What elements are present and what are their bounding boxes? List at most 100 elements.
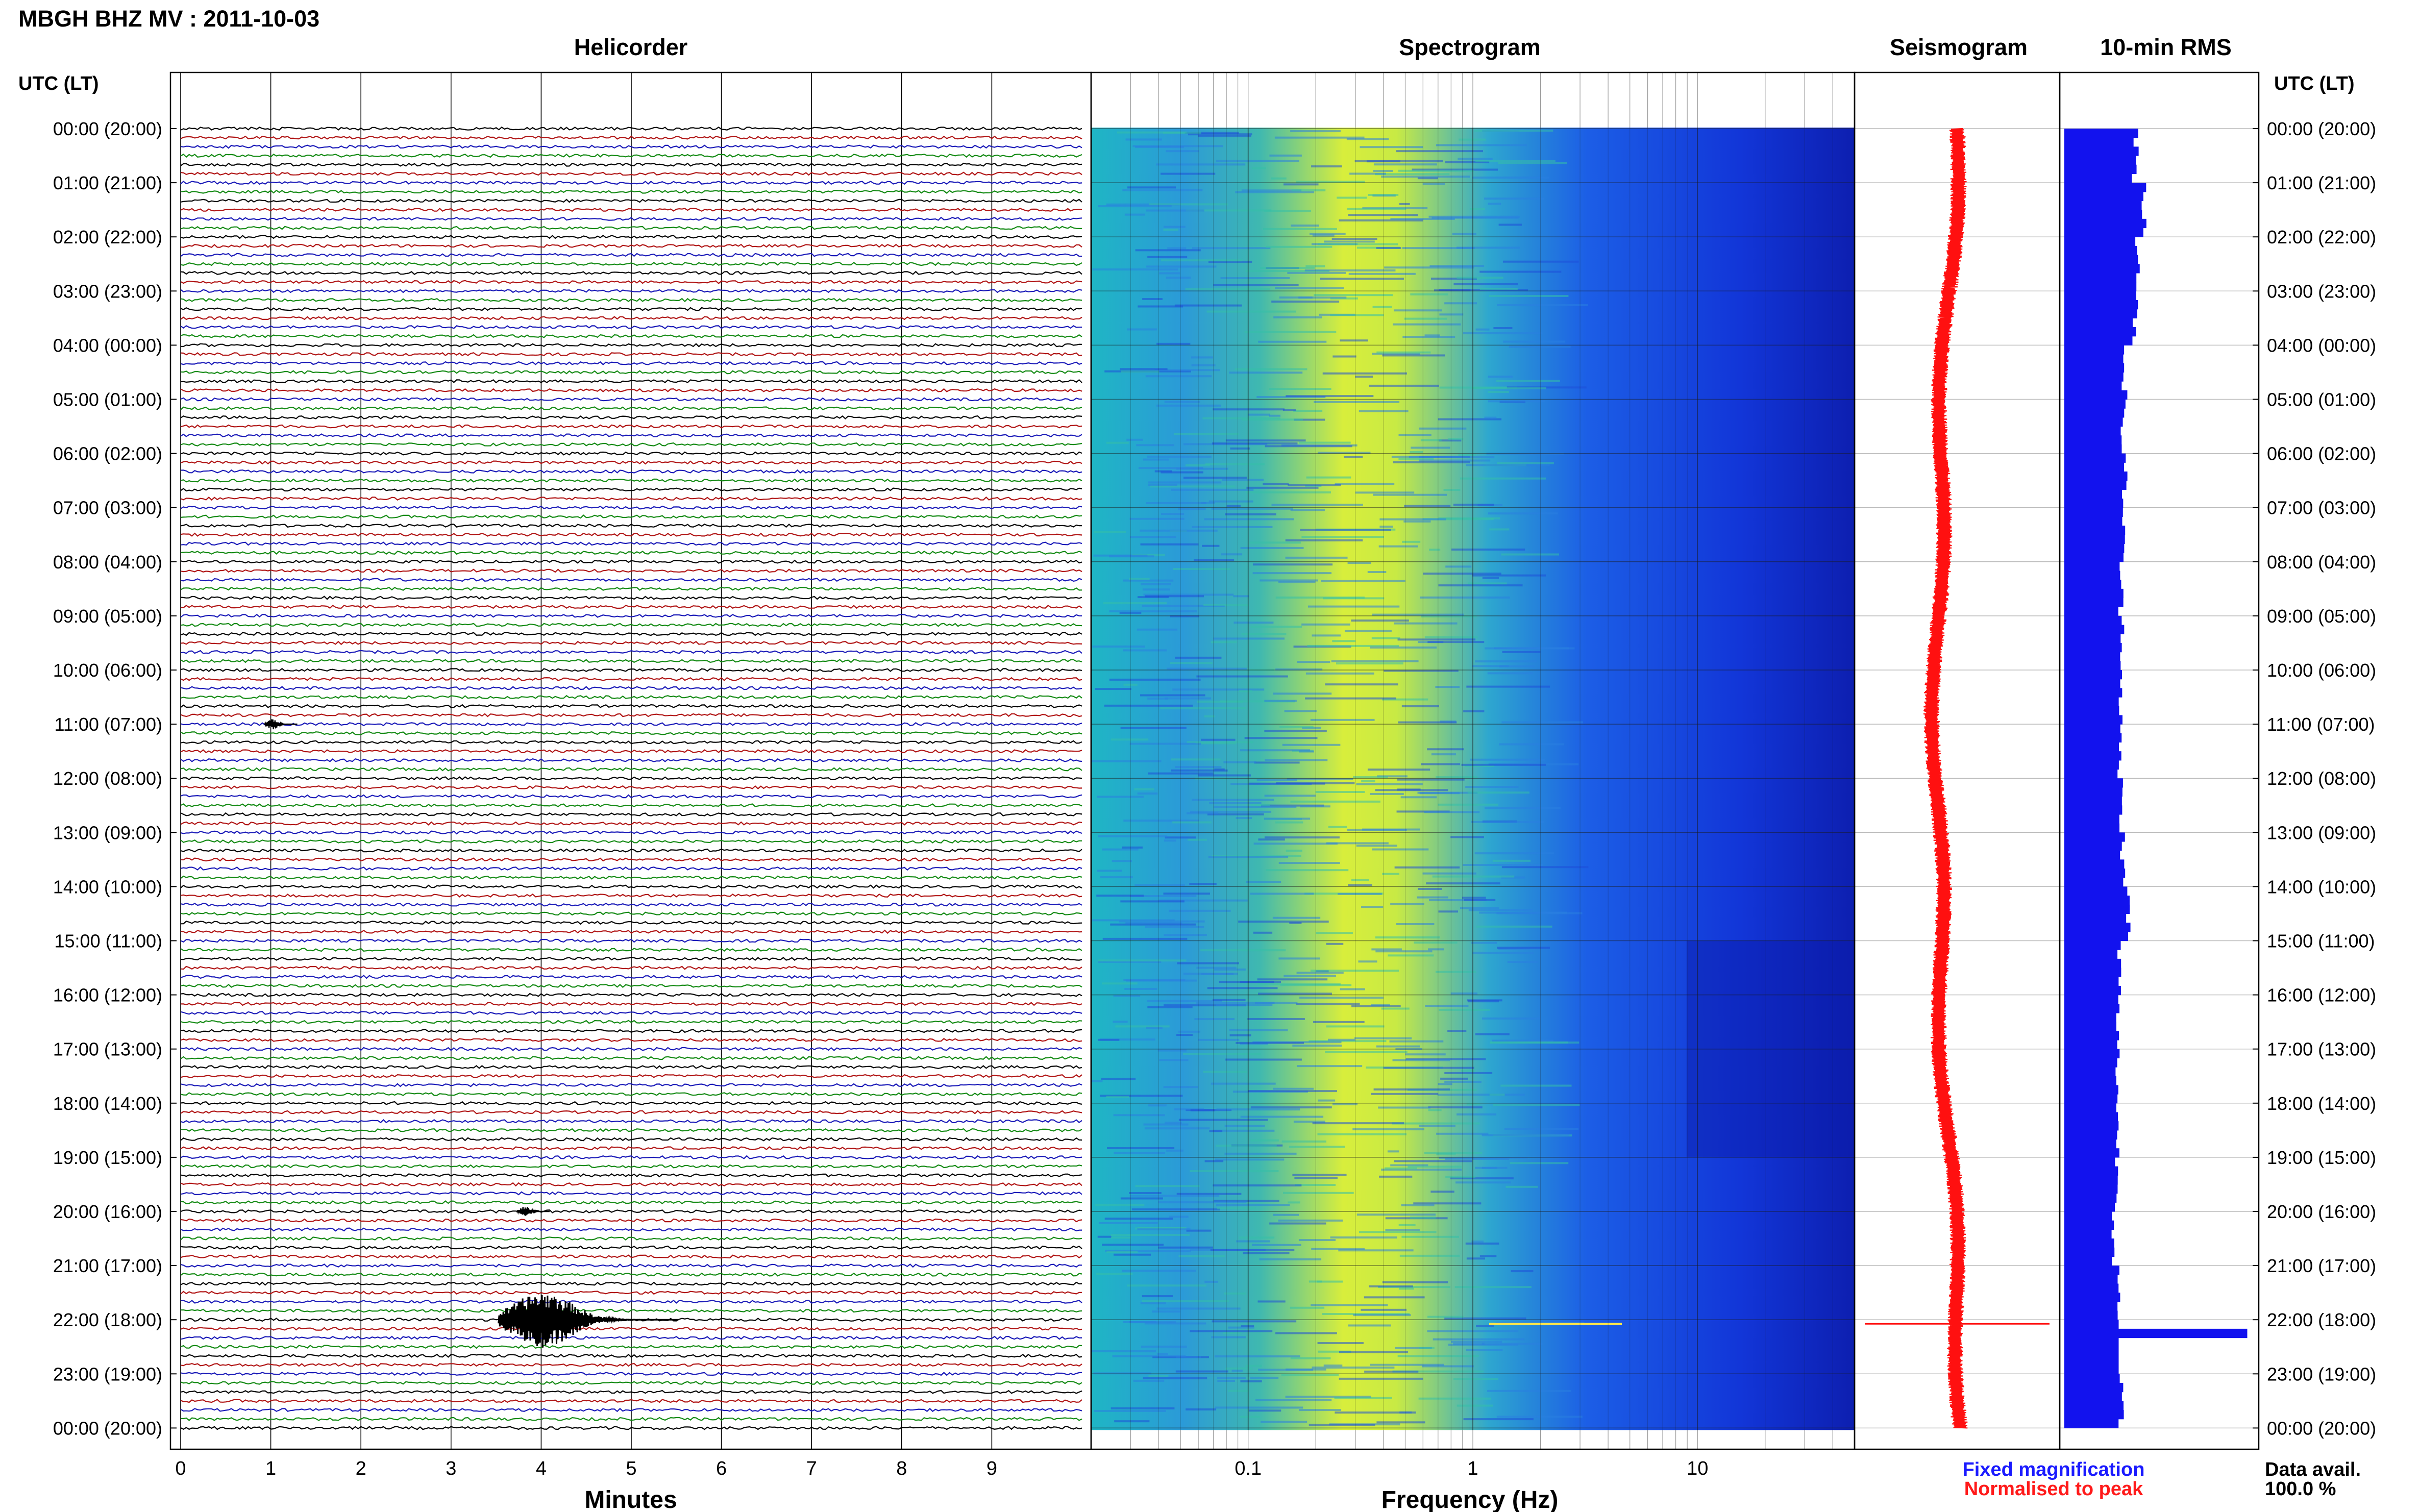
minute-tick-label: 1 xyxy=(265,1458,276,1479)
rms-title: 10-min RMS xyxy=(2100,34,2232,60)
right-axis-label: UTC (LT) xyxy=(2274,73,2355,94)
helicorder-trace xyxy=(180,1345,1082,1349)
rms-bar xyxy=(2064,426,2121,436)
right-time-tick-label: 07:00 (03:00) xyxy=(2267,498,2376,518)
helicorder-trace xyxy=(180,1056,1082,1060)
helicorder-trace xyxy=(180,956,1082,961)
helicorder-trace xyxy=(180,343,1082,348)
helicorder-trace xyxy=(180,1426,1082,1430)
left-time-tick-label: 19:00 (15:00) xyxy=(53,1147,162,1168)
rms-bar xyxy=(2064,787,2122,797)
rms-bar xyxy=(2064,877,2124,887)
rms-bar xyxy=(2064,390,2128,400)
helicorder-trace xyxy=(180,505,1082,510)
frequency-tick-label: 10 xyxy=(1687,1458,1708,1479)
helicorder-frame xyxy=(169,71,1092,1450)
rms-bar xyxy=(2064,327,2136,337)
rms-bar xyxy=(2064,1085,2118,1095)
helicorder-trace xyxy=(180,406,1082,411)
helicorder-trace xyxy=(180,1110,1082,1114)
helicorder-trace xyxy=(180,1390,1082,1394)
helicorder-trace xyxy=(180,361,1082,365)
minute-tick-label: 9 xyxy=(986,1458,997,1479)
rms-bar xyxy=(2064,832,2125,842)
rms-bar xyxy=(2064,724,2120,734)
rms-bar xyxy=(2064,931,2128,941)
rms-bar xyxy=(2064,1157,2115,1167)
helicorder-trace xyxy=(180,1399,1082,1403)
legend-normalised-to-peak: Normalised to peak xyxy=(1964,1478,2143,1500)
rms-bar xyxy=(2064,1130,2117,1140)
rms-bar xyxy=(2064,489,2122,499)
left-time-tick-label: 02:00 (22:00) xyxy=(53,227,162,247)
rms-bar xyxy=(2064,137,2134,147)
left-time-tick-label: 12:00 (08:00) xyxy=(53,768,162,789)
helicorder-trace xyxy=(180,686,1082,690)
rms-bar xyxy=(2064,363,2125,373)
right-time-tick-label: 05:00 (01:00) xyxy=(2267,389,2376,410)
helicorder-trace xyxy=(180,433,1082,438)
helicorder-trace xyxy=(180,189,1082,194)
right-time-tick-label: 18:00 (14:00) xyxy=(2267,1093,2376,1114)
rms-bar xyxy=(2064,968,2121,977)
helicorder-trace xyxy=(180,1047,1082,1051)
helicorder-trace xyxy=(180,938,1082,943)
helicorder-trace xyxy=(180,1335,1082,1340)
helicorder-trace xyxy=(180,280,1082,284)
helicorder-trace xyxy=(180,776,1082,781)
rms-bar xyxy=(2064,715,2122,725)
right-time-tick-label: 21:00 (17:00) xyxy=(2267,1255,2376,1276)
rms-bar xyxy=(2064,588,2124,599)
rms-bar xyxy=(2064,615,2122,626)
helicorder-trace xyxy=(180,199,1082,203)
helicorder-trace xyxy=(180,496,1082,501)
helicorder-trace xyxy=(180,298,1082,303)
helicorder-trace xyxy=(180,875,1082,880)
rms-bar xyxy=(2064,417,2123,427)
helicorder-trace xyxy=(180,478,1082,483)
rms-bar xyxy=(2064,1049,2120,1058)
rms-bar xyxy=(2064,625,2125,634)
rms-bar xyxy=(2064,634,2121,643)
rms-bar xyxy=(2064,1067,2116,1077)
helicorder-trace xyxy=(180,1227,1082,1232)
rms-bar xyxy=(2064,679,2120,688)
rms-bar xyxy=(2064,1419,2119,1428)
right-time-tick-label: 10:00 (06:00) xyxy=(2267,660,2376,681)
rms-bar xyxy=(2064,173,2132,183)
helicorder-trace xyxy=(180,586,1082,591)
rms-bar xyxy=(2064,1293,2120,1302)
figure-title: MBGH BHZ MV : 2011-10-03 xyxy=(18,6,319,32)
helicorder-trace xyxy=(180,216,1082,221)
rms-bar xyxy=(2064,1184,2118,1194)
rms-bar xyxy=(2064,318,2133,328)
rms-bar xyxy=(2064,499,2124,508)
helicorder-trace xyxy=(180,677,1082,681)
helicorder-trace xyxy=(180,334,1082,338)
rms-bar xyxy=(2064,1166,2118,1176)
rms-bar xyxy=(2064,1211,2112,1221)
helicorder-trace xyxy=(180,848,1082,853)
rms-bar xyxy=(2064,598,2124,607)
right-time-tick-label: 14:00 (10:00) xyxy=(2267,876,2376,897)
helicorder-event xyxy=(516,1206,550,1216)
rms-bar xyxy=(2064,1320,2119,1329)
helicorder-trace xyxy=(180,541,1082,546)
rms-bar xyxy=(2064,210,2142,219)
helicorder-trace xyxy=(180,1119,1082,1124)
helicorder-trace xyxy=(180,1380,1082,1385)
left-time-tick-label: 08:00 (04:00) xyxy=(53,552,162,573)
left-time-tick-label: 07:00 (03:00) xyxy=(53,498,162,518)
rms-bar xyxy=(2064,1274,2118,1284)
rms-bar xyxy=(2064,896,2130,905)
rms-bar xyxy=(2064,751,2121,761)
helicorder-trace xyxy=(180,821,1082,826)
helicorder-trace xyxy=(180,352,1082,357)
helicorder-trace xyxy=(180,650,1082,654)
right-time-tick-label: 13:00 (09:00) xyxy=(2267,822,2376,843)
helicorder-trace xyxy=(180,1182,1082,1187)
helicorder-trace xyxy=(180,1083,1082,1087)
helicorder-trace xyxy=(180,902,1082,907)
helicorder-trace xyxy=(180,713,1082,717)
